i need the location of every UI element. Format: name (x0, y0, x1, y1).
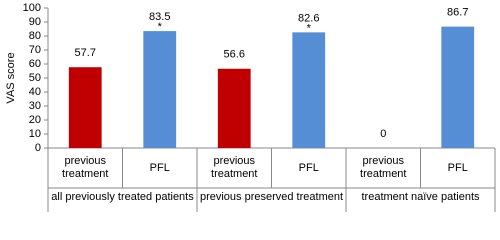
x-tick-label: previous treatment (62, 155, 109, 180)
bar (143, 31, 177, 149)
x-tick-label: previous treatment (211, 155, 258, 180)
significance-marker: * (307, 22, 312, 34)
y-tick-label: 40 (29, 86, 41, 98)
value-label: 82.6 (298, 12, 319, 24)
value-label: 56.6 (224, 49, 245, 61)
x-tick-label: previous treatment (360, 155, 407, 180)
y-tick-label: 90 (29, 16, 41, 28)
y-tick-label: 100 (23, 2, 41, 14)
y-tick-label: 30 (29, 100, 41, 112)
x-tick-label: PFL (149, 161, 170, 174)
y-tick-label: 70 (29, 44, 41, 56)
bar (68, 67, 102, 148)
y-tick-label: 10 (29, 128, 41, 140)
significance-marker: * (158, 21, 163, 33)
y-tick-label: 60 (29, 58, 41, 70)
group-label: treatment naïve patients (361, 191, 480, 203)
y-axis-label: VAS score (5, 52, 17, 103)
value-label: 86.7 (447, 7, 468, 19)
value-label: 57.7 (75, 47, 96, 59)
group-label: all previously treated patients (51, 191, 194, 203)
bar (441, 26, 475, 148)
y-tick-label: 0 (35, 142, 41, 154)
value-label: 83.5 (149, 11, 170, 23)
bar (292, 32, 326, 148)
value-label: 0 (380, 128, 386, 140)
y-tick-label: 50 (29, 72, 41, 84)
group-label: previous preserved treatment (199, 191, 344, 203)
x-tick-label: PFL (447, 161, 468, 174)
bar (217, 68, 251, 148)
x-tick-label: PFL (298, 161, 319, 174)
y-tick-label: 20 (29, 114, 41, 126)
y-tick-label: 80 (29, 30, 41, 42)
